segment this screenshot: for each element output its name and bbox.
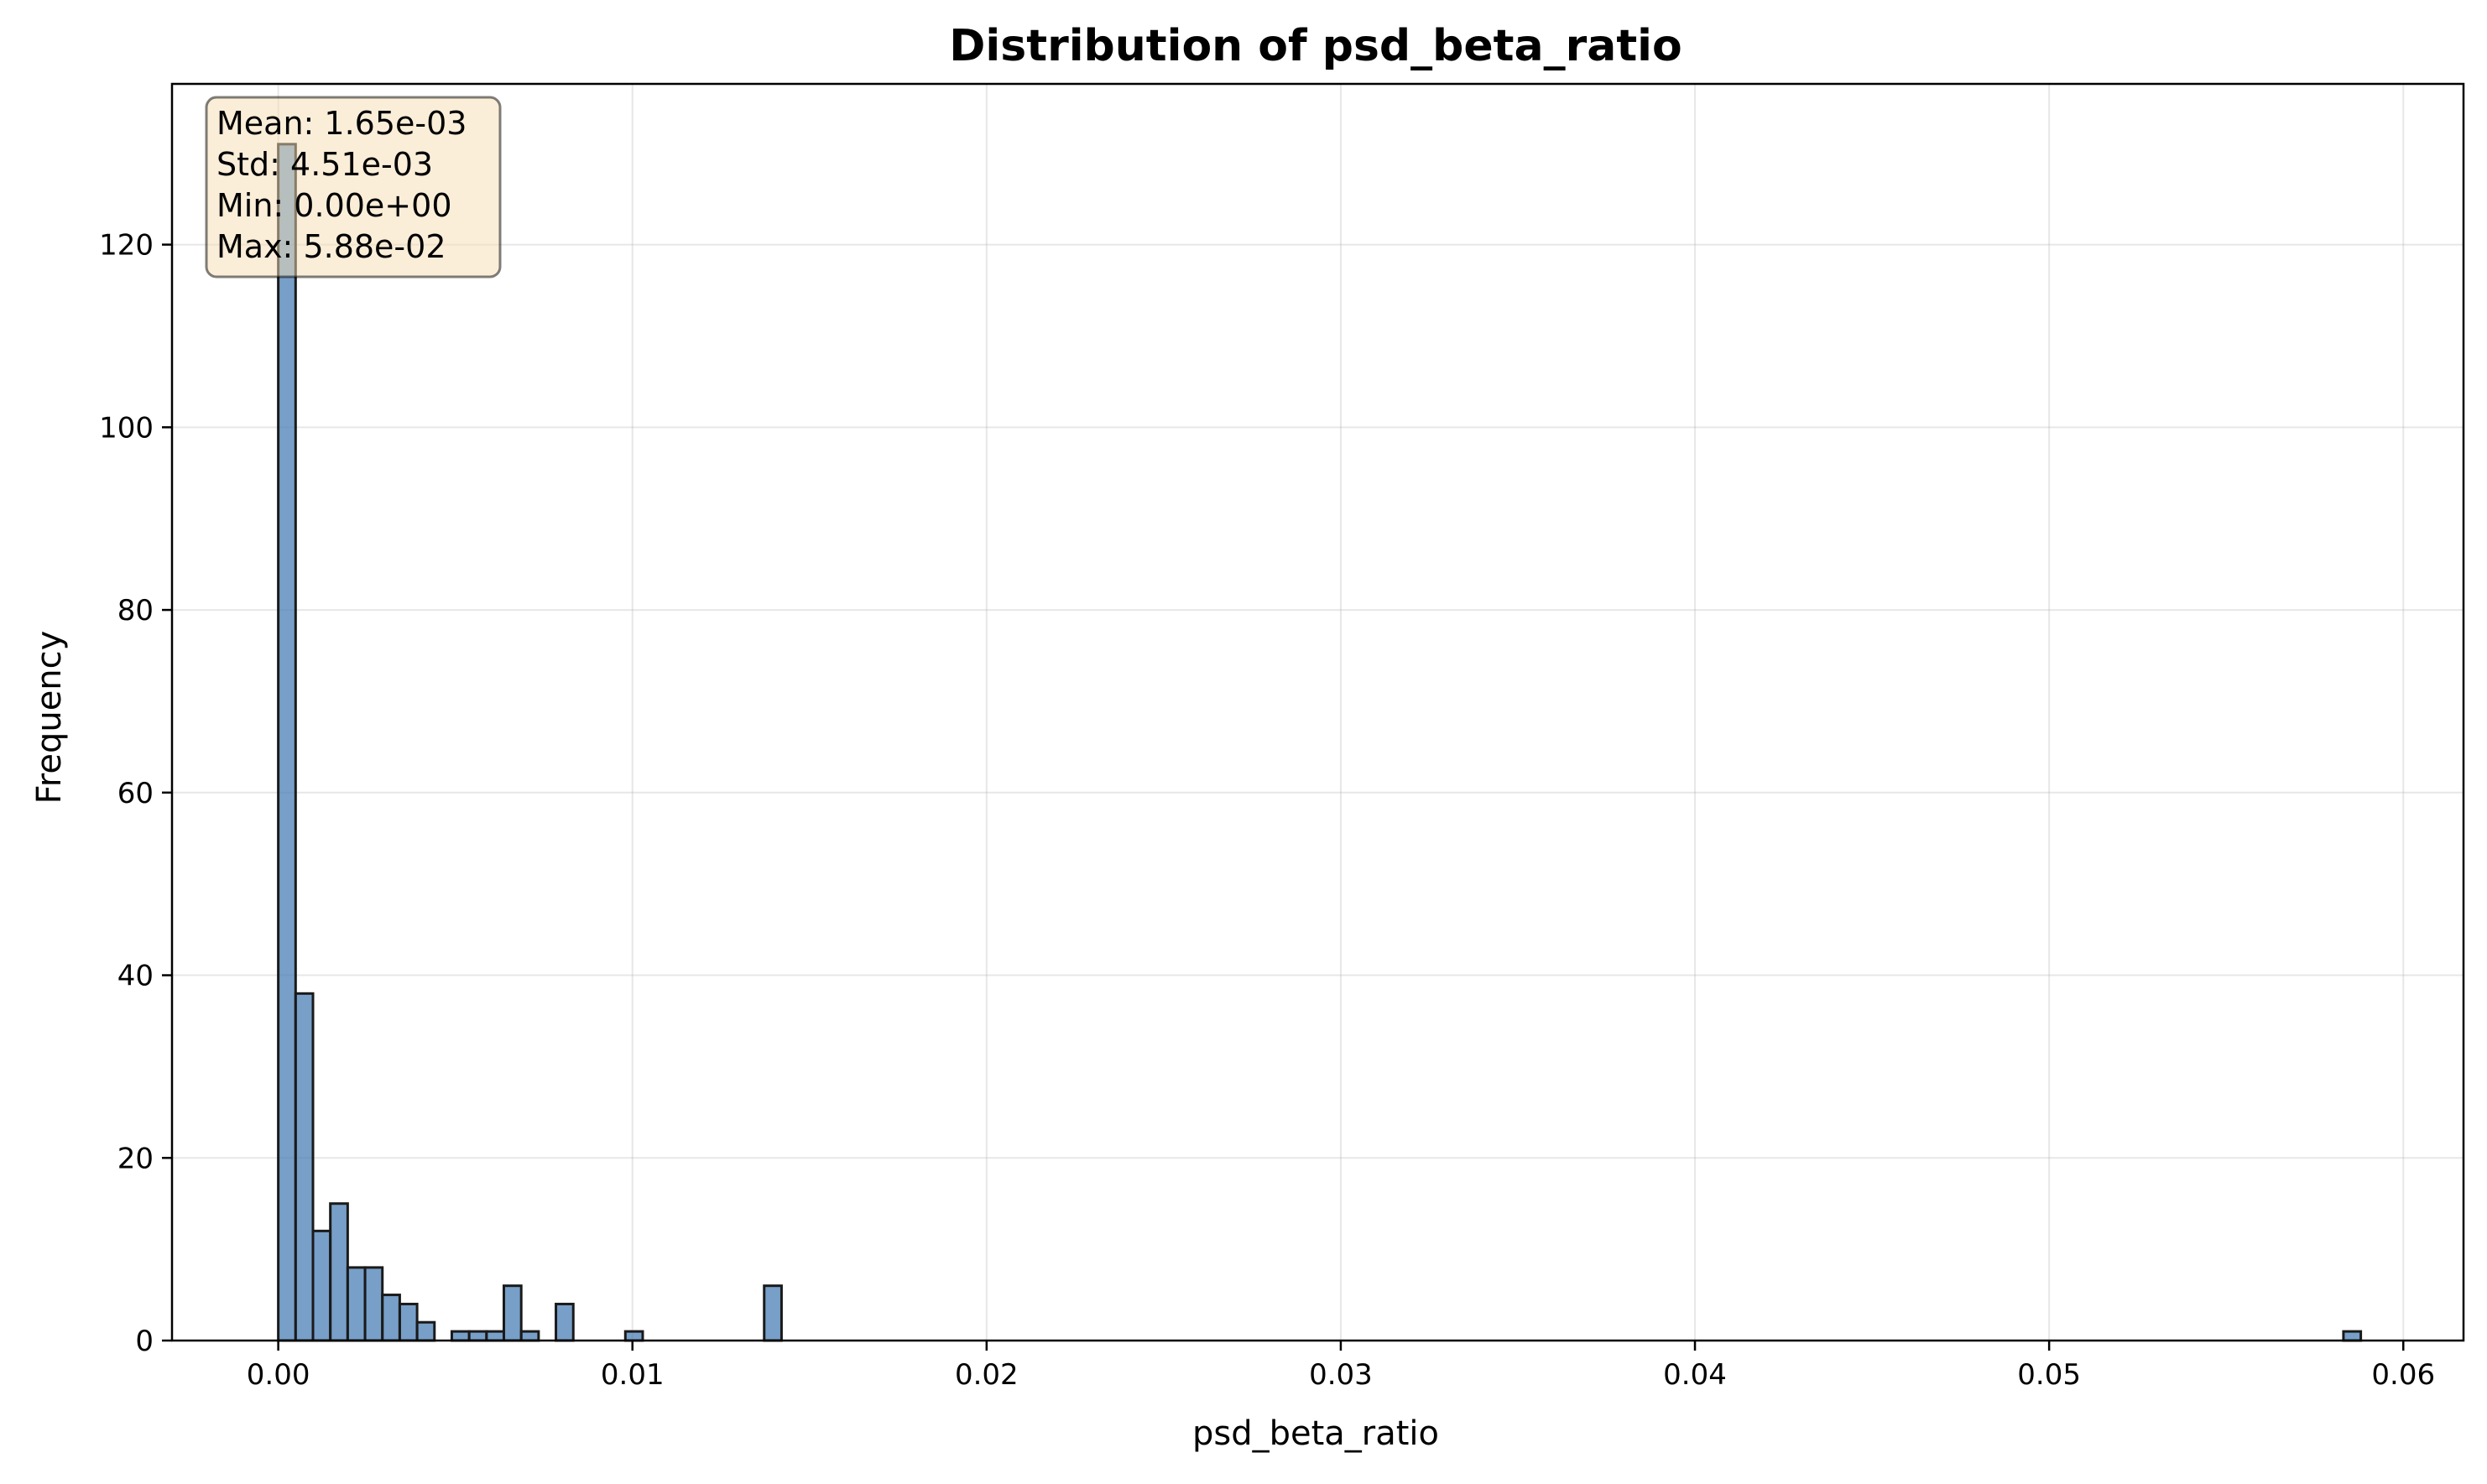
x-tick-label: 0.00 [247,1358,310,1392]
histogram-bar [623,1330,644,1342]
histogram-bar [485,1330,506,1342]
stats-box: Mean: 1.65e-03 Std: 4.51e-03 Min: 0.00e+… [205,96,502,279]
plot-frame [170,82,2465,1342]
y-tick-label: 60 [117,777,154,810]
histogram-bar [415,1320,436,1342]
y-tick-label: 80 [117,594,154,627]
histogram-bar [2342,1330,2363,1342]
x-tick-label: 0.06 [2371,1358,2435,1392]
x-axis-label: psd_beta_ratio [1192,1414,1439,1453]
histogram-bar [363,1266,384,1342]
y-tick-label: 100 [99,411,154,445]
x-tick-label: 0.01 [601,1358,665,1392]
y-tick-label: 0 [135,1325,154,1358]
x-tick-label: 0.02 [955,1358,1019,1392]
histogram-bar [381,1294,401,1342]
histogram-bar [346,1266,367,1342]
histogram-bar [329,1202,349,1342]
stats-std: Std: 4.51e-03 [216,146,433,183]
stats-mean: Mean: 1.65e-03 [216,105,467,142]
stats-max: Max: 5.88e-02 [216,228,446,265]
stats-box-background [205,96,502,279]
histogram-bar [277,143,297,1342]
stats-min: Min: 0.00e+00 [216,187,452,224]
x-tick-label: 0.04 [1663,1358,1727,1392]
x-tick-label: 0.03 [1309,1358,1373,1392]
histogram-bar [311,1229,332,1342]
x-tick-label: 0.05 [2017,1358,2081,1392]
histogram-bar [450,1330,471,1342]
histogram-bar [294,992,315,1342]
histogram-bar [467,1330,488,1342]
chart-title: Distribution of psd_beta_ratio [949,21,1681,71]
histogram-bar [398,1302,419,1342]
y-tick-label: 20 [117,1142,154,1175]
histogram-bar [519,1330,540,1342]
histogram-bar [503,1284,523,1342]
axes: 0.00 0.01 0.02 0.03 0.04 0.05 0.06 0 20 40 60 80 100… [99,82,2465,1392]
histogram-bar [763,1284,783,1342]
y-tick-label: 120 [99,229,154,263]
y-tick-label: 40 [117,960,154,993]
y-axis-label: Frequency [30,631,69,804]
histogram-bar [555,1302,575,1342]
